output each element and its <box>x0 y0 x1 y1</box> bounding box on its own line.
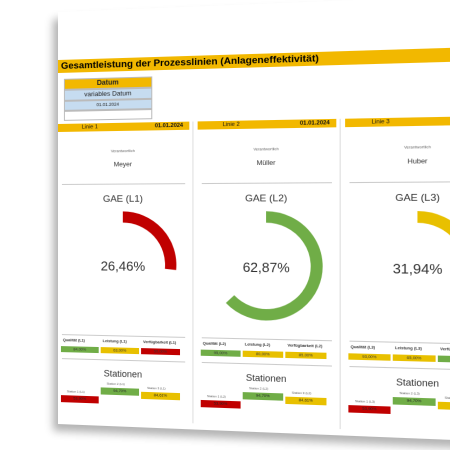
station-label: Station 1 (L2) <box>207 394 226 399</box>
metric-label: Verfügbarkeit (L1) <box>143 340 176 345</box>
station-label: Station 3 (L1) <box>147 386 165 391</box>
metric-value: 93,00% <box>348 353 390 360</box>
line-card-3: Linie 301.01.2024VerantwortlichHuberGAE … <box>345 116 450 435</box>
station-value: 84,61% <box>141 392 180 400</box>
metric-value: 63,00% <box>101 347 139 354</box>
station-label: Station 2 (L1) <box>107 382 125 387</box>
metric-label: Leistung (L1) <box>103 339 127 344</box>
gae-value: 26,46% <box>58 258 189 274</box>
station-value: 84,61% <box>438 402 450 411</box>
metric-value: 80,00% <box>243 351 283 358</box>
metric-label: Leistung (L2) <box>245 342 270 347</box>
metric-value: 50,00% <box>141 348 180 355</box>
metric-value: 65,00% <box>393 354 436 362</box>
station-label: Station 1 (L3) <box>355 399 375 404</box>
line-card-1: Linie 1 01.01.2024 Verantwortlich Meyer GAE … <box>58 122 189 424</box>
station-value: 94,70% <box>243 392 283 401</box>
metric-value: 85,00% <box>285 352 326 359</box>
divider <box>62 334 185 338</box>
gae-gauge <box>58 122 189 327</box>
dashboard-sheet: Gesamtleistung der Prozesslinien (Anlage… <box>58 0 450 441</box>
divider <box>349 366 450 371</box>
station-value: 53,90% <box>348 405 390 414</box>
column-separator <box>340 119 341 429</box>
column-separator <box>192 122 193 424</box>
station-label: Station 3 (L2) <box>292 391 311 396</box>
station-value: 53,90% <box>201 400 241 409</box>
gae-gauge <box>198 119 337 330</box>
station-label: Station 2 (L2) <box>249 386 268 391</box>
line-card-2: Linie 2 01.01.2024 Verantwortlich Müller GAE… <box>198 119 337 429</box>
divider <box>349 341 450 345</box>
station-label: Station 3 (L3) <box>445 396 450 401</box>
gae-value: 31,94% <box>345 260 450 277</box>
stations-title: Stationen <box>198 371 337 386</box>
gae-value: 62,87% <box>198 259 337 276</box>
stations-title: Stationen <box>345 375 450 390</box>
stations-title: Stationen <box>58 367 189 381</box>
station-value: 53,90% <box>61 395 99 403</box>
station-label: Station 2 (L3) <box>399 391 419 396</box>
metric-value: 84,00% <box>61 346 99 353</box>
station-value: 84,61% <box>285 397 326 406</box>
divider <box>202 362 332 367</box>
divider <box>62 358 185 362</box>
station-value: 94,70% <box>393 397 436 406</box>
metric-label: Verfügbarkeit (L3) <box>440 347 450 352</box>
metric-label: Qualität (L3) <box>351 345 376 350</box>
date-empty-cell[interactable] <box>64 109 152 121</box>
metric-label: Qualität (L2) <box>203 341 226 346</box>
metric-label: Qualität (L1) <box>63 338 85 343</box>
station-label: Station 1 (L1) <box>67 389 85 394</box>
metric-value: 78,00% <box>438 356 450 364</box>
gae-gauge <box>345 116 450 333</box>
metric-label: Verfügbarkeit (L2) <box>287 343 322 348</box>
divider <box>202 337 332 341</box>
metric-value: 95,00% <box>201 350 241 357</box>
metric-label: Leistung (L3) <box>395 346 422 351</box>
station-value: 94,70% <box>101 387 139 395</box>
gauge-arc <box>417 217 450 289</box>
date-box: Datum variables Datum 01.01.2024 <box>64 76 152 120</box>
